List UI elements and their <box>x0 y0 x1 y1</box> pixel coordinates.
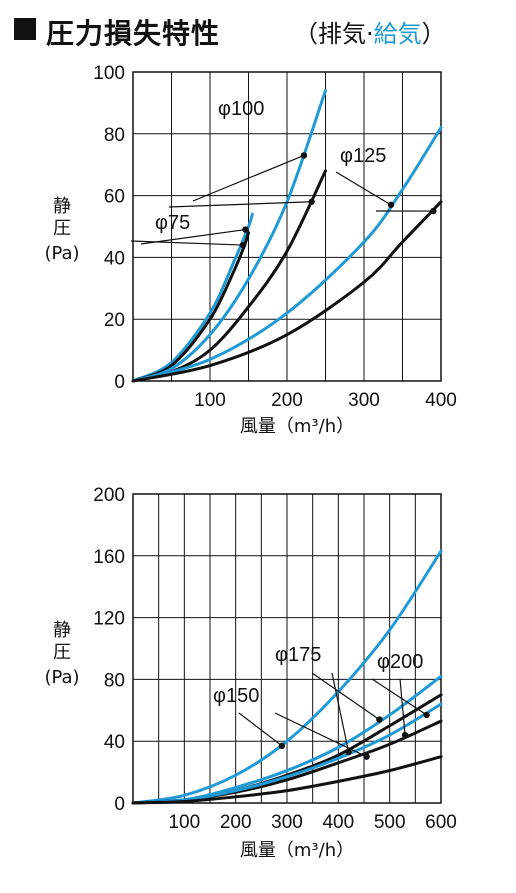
title-square-icon <box>14 18 36 40</box>
x-tick-label: 500 <box>374 812 406 833</box>
y-axis-label: (Pa) <box>44 243 79 264</box>
subtitle-close: ） <box>421 20 446 48</box>
x-tick-label: 600 <box>425 812 457 833</box>
x-axis-label: 風量（m³/h） <box>240 416 354 437</box>
y-axis-label: (Pa) <box>44 667 79 688</box>
plot-frame <box>132 493 442 804</box>
series-annotation-label: φ150 <box>213 685 259 707</box>
annotation-marker <box>300 152 308 159</box>
y-tick-label: 40 <box>104 248 125 269</box>
series-line-supply <box>131 89 327 383</box>
x-axis-label: 風量（m³/h） <box>240 840 354 861</box>
x-tick-label: 400 <box>425 390 457 411</box>
series-annotation-label: φ125 <box>340 145 386 167</box>
series-annotation-label: φ200 <box>377 651 423 673</box>
annotation-pointer <box>168 201 312 208</box>
subtitle-supply: 給気 <box>373 20 422 48</box>
x-tick-label: 400 <box>322 812 354 833</box>
subtitle-open: （排気· <box>294 20 374 48</box>
y-axis-label: 圧 <box>53 642 71 663</box>
annotation-pointer <box>331 672 350 753</box>
x-tick-label: 100 <box>168 812 200 833</box>
x-tick-label: 100 <box>194 390 226 411</box>
y-tick-label: 0 <box>114 794 125 815</box>
y-axis-label: 静 <box>53 620 71 641</box>
series-annotation-label: φ75 <box>155 212 190 234</box>
page-title: 圧力損失特性 <box>46 17 221 50</box>
annotation-marker <box>401 731 409 739</box>
series-line-supply <box>131 549 443 805</box>
y-tick-label: 100 <box>93 63 125 84</box>
annotation-marker <box>345 748 352 756</box>
annotation-pointer <box>399 678 406 736</box>
series-annotation-label: φ175 <box>275 644 321 666</box>
header: 圧力損失特性 （排気·給気） <box>14 10 504 52</box>
y-tick-label: 60 <box>104 187 125 208</box>
y-tick-label: 20 <box>104 310 125 331</box>
series-annotation-label: φ100 <box>218 98 264 120</box>
y-tick-label: 80 <box>104 125 125 146</box>
y-axis-label: 圧 <box>53 218 71 239</box>
annotation-marker <box>239 241 247 249</box>
annotation-pointer <box>311 672 380 721</box>
annotation-marker <box>430 207 437 215</box>
y-tick-label: 200 <box>93 485 125 506</box>
annotation-marker <box>423 711 430 719</box>
annotation-pointer <box>238 712 283 747</box>
page-subtitle: （排気·給気） <box>294 14 446 49</box>
x-tick-label: 200 <box>220 812 252 833</box>
x-tick-label: 300 <box>348 390 380 411</box>
annotation-pointer <box>371 678 427 716</box>
x-tick-label: 200 <box>271 390 303 411</box>
y-axis-label: 静 <box>53 196 71 217</box>
y-tick-label: 160 <box>93 547 125 568</box>
series-line-supply <box>131 702 443 805</box>
series-line-exhaust <box>131 200 443 383</box>
annotation-marker <box>242 226 249 233</box>
annotation-marker <box>278 742 286 750</box>
annotation-marker <box>387 201 395 209</box>
series-line-supply <box>131 212 254 383</box>
x-tick-label: 300 <box>271 812 303 833</box>
annotation-marker <box>363 753 370 760</box>
annotation-marker <box>308 198 315 205</box>
annotation-pointer <box>274 712 367 758</box>
annotation-pointer <box>335 171 392 206</box>
y-tick-label: 80 <box>104 670 125 691</box>
series-line-exhaust <box>131 755 443 805</box>
annotation-pointer <box>130 240 244 246</box>
annotation-pointer <box>192 154 305 202</box>
y-tick-label: 40 <box>104 732 125 753</box>
annotation-marker <box>376 716 383 723</box>
series-line-supply <box>131 126 443 383</box>
y-tick-label: 120 <box>93 609 125 630</box>
plot-frame <box>132 71 442 382</box>
y-tick-label: 0 <box>114 372 125 393</box>
